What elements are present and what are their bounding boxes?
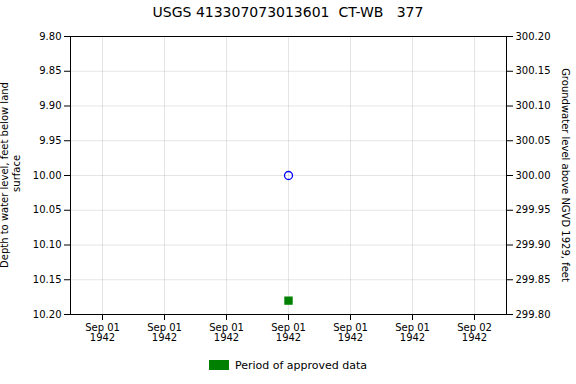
svg-text:300.00: 300.00 xyxy=(516,170,551,181)
svg-text:10.00: 10.00 xyxy=(33,170,62,181)
svg-text:Sep 011942: Sep 011942 xyxy=(209,322,244,343)
svg-text:9.85: 9.85 xyxy=(39,65,61,76)
svg-text:300.10: 300.10 xyxy=(516,100,551,111)
svg-text:300.20: 300.20 xyxy=(516,31,551,42)
svg-text:10.15: 10.15 xyxy=(33,274,62,285)
svg-text:Sep 011942: Sep 011942 xyxy=(271,322,306,343)
svg-text:9.90: 9.90 xyxy=(39,100,61,111)
svg-text:299.85: 299.85 xyxy=(516,274,551,285)
svg-text:299.80: 299.80 xyxy=(516,309,551,320)
svg-text:Sep 011942: Sep 011942 xyxy=(85,322,120,343)
svg-text:Groundwater level above NGVD 1: Groundwater level above NGVD 1929, feet xyxy=(560,68,571,282)
svg-text:Sep 011942: Sep 011942 xyxy=(395,322,430,343)
svg-text:Depth to water level, feet bel: Depth to water level, feet below land su… xyxy=(0,82,22,268)
svg-text:299.95: 299.95 xyxy=(516,204,551,215)
svg-text:299.90: 299.90 xyxy=(516,239,551,250)
svg-text:Sep 011942: Sep 011942 xyxy=(147,322,182,343)
svg-text:9.95: 9.95 xyxy=(39,135,61,146)
svg-text:9.80: 9.80 xyxy=(39,31,61,42)
svg-text:10.20: 10.20 xyxy=(33,309,62,320)
svg-text:300.05: 300.05 xyxy=(516,135,551,146)
svg-text:Sep 011942: Sep 011942 xyxy=(333,322,368,343)
svg-text:10.10: 10.10 xyxy=(33,239,62,250)
svg-text:300.15: 300.15 xyxy=(516,65,551,76)
html-text:USGS 413307073013601 CT-WB 377: USGS 413307073013601 CT-WB 377 xyxy=(152,4,424,20)
html-text:Period of approved data: Period of approved data xyxy=(234,358,368,372)
svg-text:Sep 021942: Sep 021942 xyxy=(457,322,492,343)
svg-text:10.05: 10.05 xyxy=(33,204,62,215)
